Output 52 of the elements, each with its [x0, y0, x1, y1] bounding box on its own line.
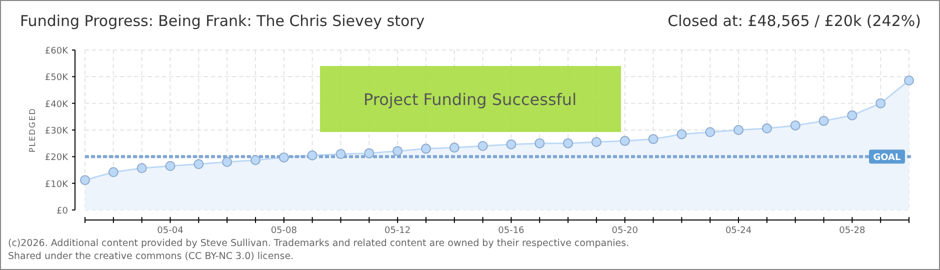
point: [876, 98, 886, 108]
point: [904, 75, 914, 86]
point: [676, 129, 687, 140]
x-tick-label: 05-24: [725, 226, 752, 236]
point: [506, 139, 516, 150]
point: [534, 138, 545, 148]
point: [449, 142, 460, 153]
x-tick-label: 05-12: [384, 226, 411, 236]
point: [591, 137, 602, 147]
point: [222, 157, 232, 167]
point: [364, 148, 374, 158]
annotation: Project Funding Successful: [363, 90, 577, 109]
y-tick-label: £30K: [44, 126, 70, 136]
x-tick-label: 05-16: [498, 226, 525, 236]
chart-subtitle: Closed at: £48,565 / £20k (242%): [668, 12, 921, 30]
x-tick-label: 05-04: [157, 226, 184, 236]
point: [165, 161, 176, 171]
point: [620, 136, 630, 146]
point: [194, 159, 204, 170]
y-tick-label: £60K: [44, 46, 70, 56]
point: [734, 125, 744, 135]
point: [392, 146, 403, 156]
y-tick-label: £10K: [44, 180, 70, 190]
point: [136, 163, 147, 174]
x-tick-label: 05-20: [612, 226, 638, 236]
chart-title: Funding Progress: Being Frank: The Chris Sievey story: [20, 12, 425, 30]
point: [420, 144, 431, 154]
point: [705, 127, 716, 138]
banner: Project Funding Successful: [320, 66, 621, 132]
y-axis-title: PLEDGED: [28, 108, 37, 152]
x-tick-label: 05-08: [270, 226, 298, 236]
text: (c)2026. Additional content provided by Steve Sullivan. Trademarks and related content are owned by their respective companies.: [8, 238, 630, 249]
point: [847, 110, 858, 120]
y-tick-label: £50K: [44, 73, 70, 84]
point: [108, 167, 118, 178]
point: [818, 116, 829, 126]
text: Shared under the creative commons (CC BY-NC 3.0) license.: [8, 251, 294, 262]
y-tick-label: £40K: [44, 100, 70, 110]
point: [336, 149, 346, 159]
y-tick-label: £0: [56, 206, 68, 216]
point: [762, 123, 772, 134]
point: [478, 141, 488, 151]
point: [307, 150, 318, 160]
point: [790, 120, 800, 130]
y-tick-label: £20K: [44, 153, 70, 164]
x-tick-label: 05-28: [839, 226, 866, 236]
point: [250, 155, 260, 166]
point: [563, 138, 574, 148]
point: [278, 152, 289, 162]
ref-line-label: GOAL: [873, 153, 902, 164]
point: [648, 134, 658, 144]
point: [80, 175, 90, 186]
